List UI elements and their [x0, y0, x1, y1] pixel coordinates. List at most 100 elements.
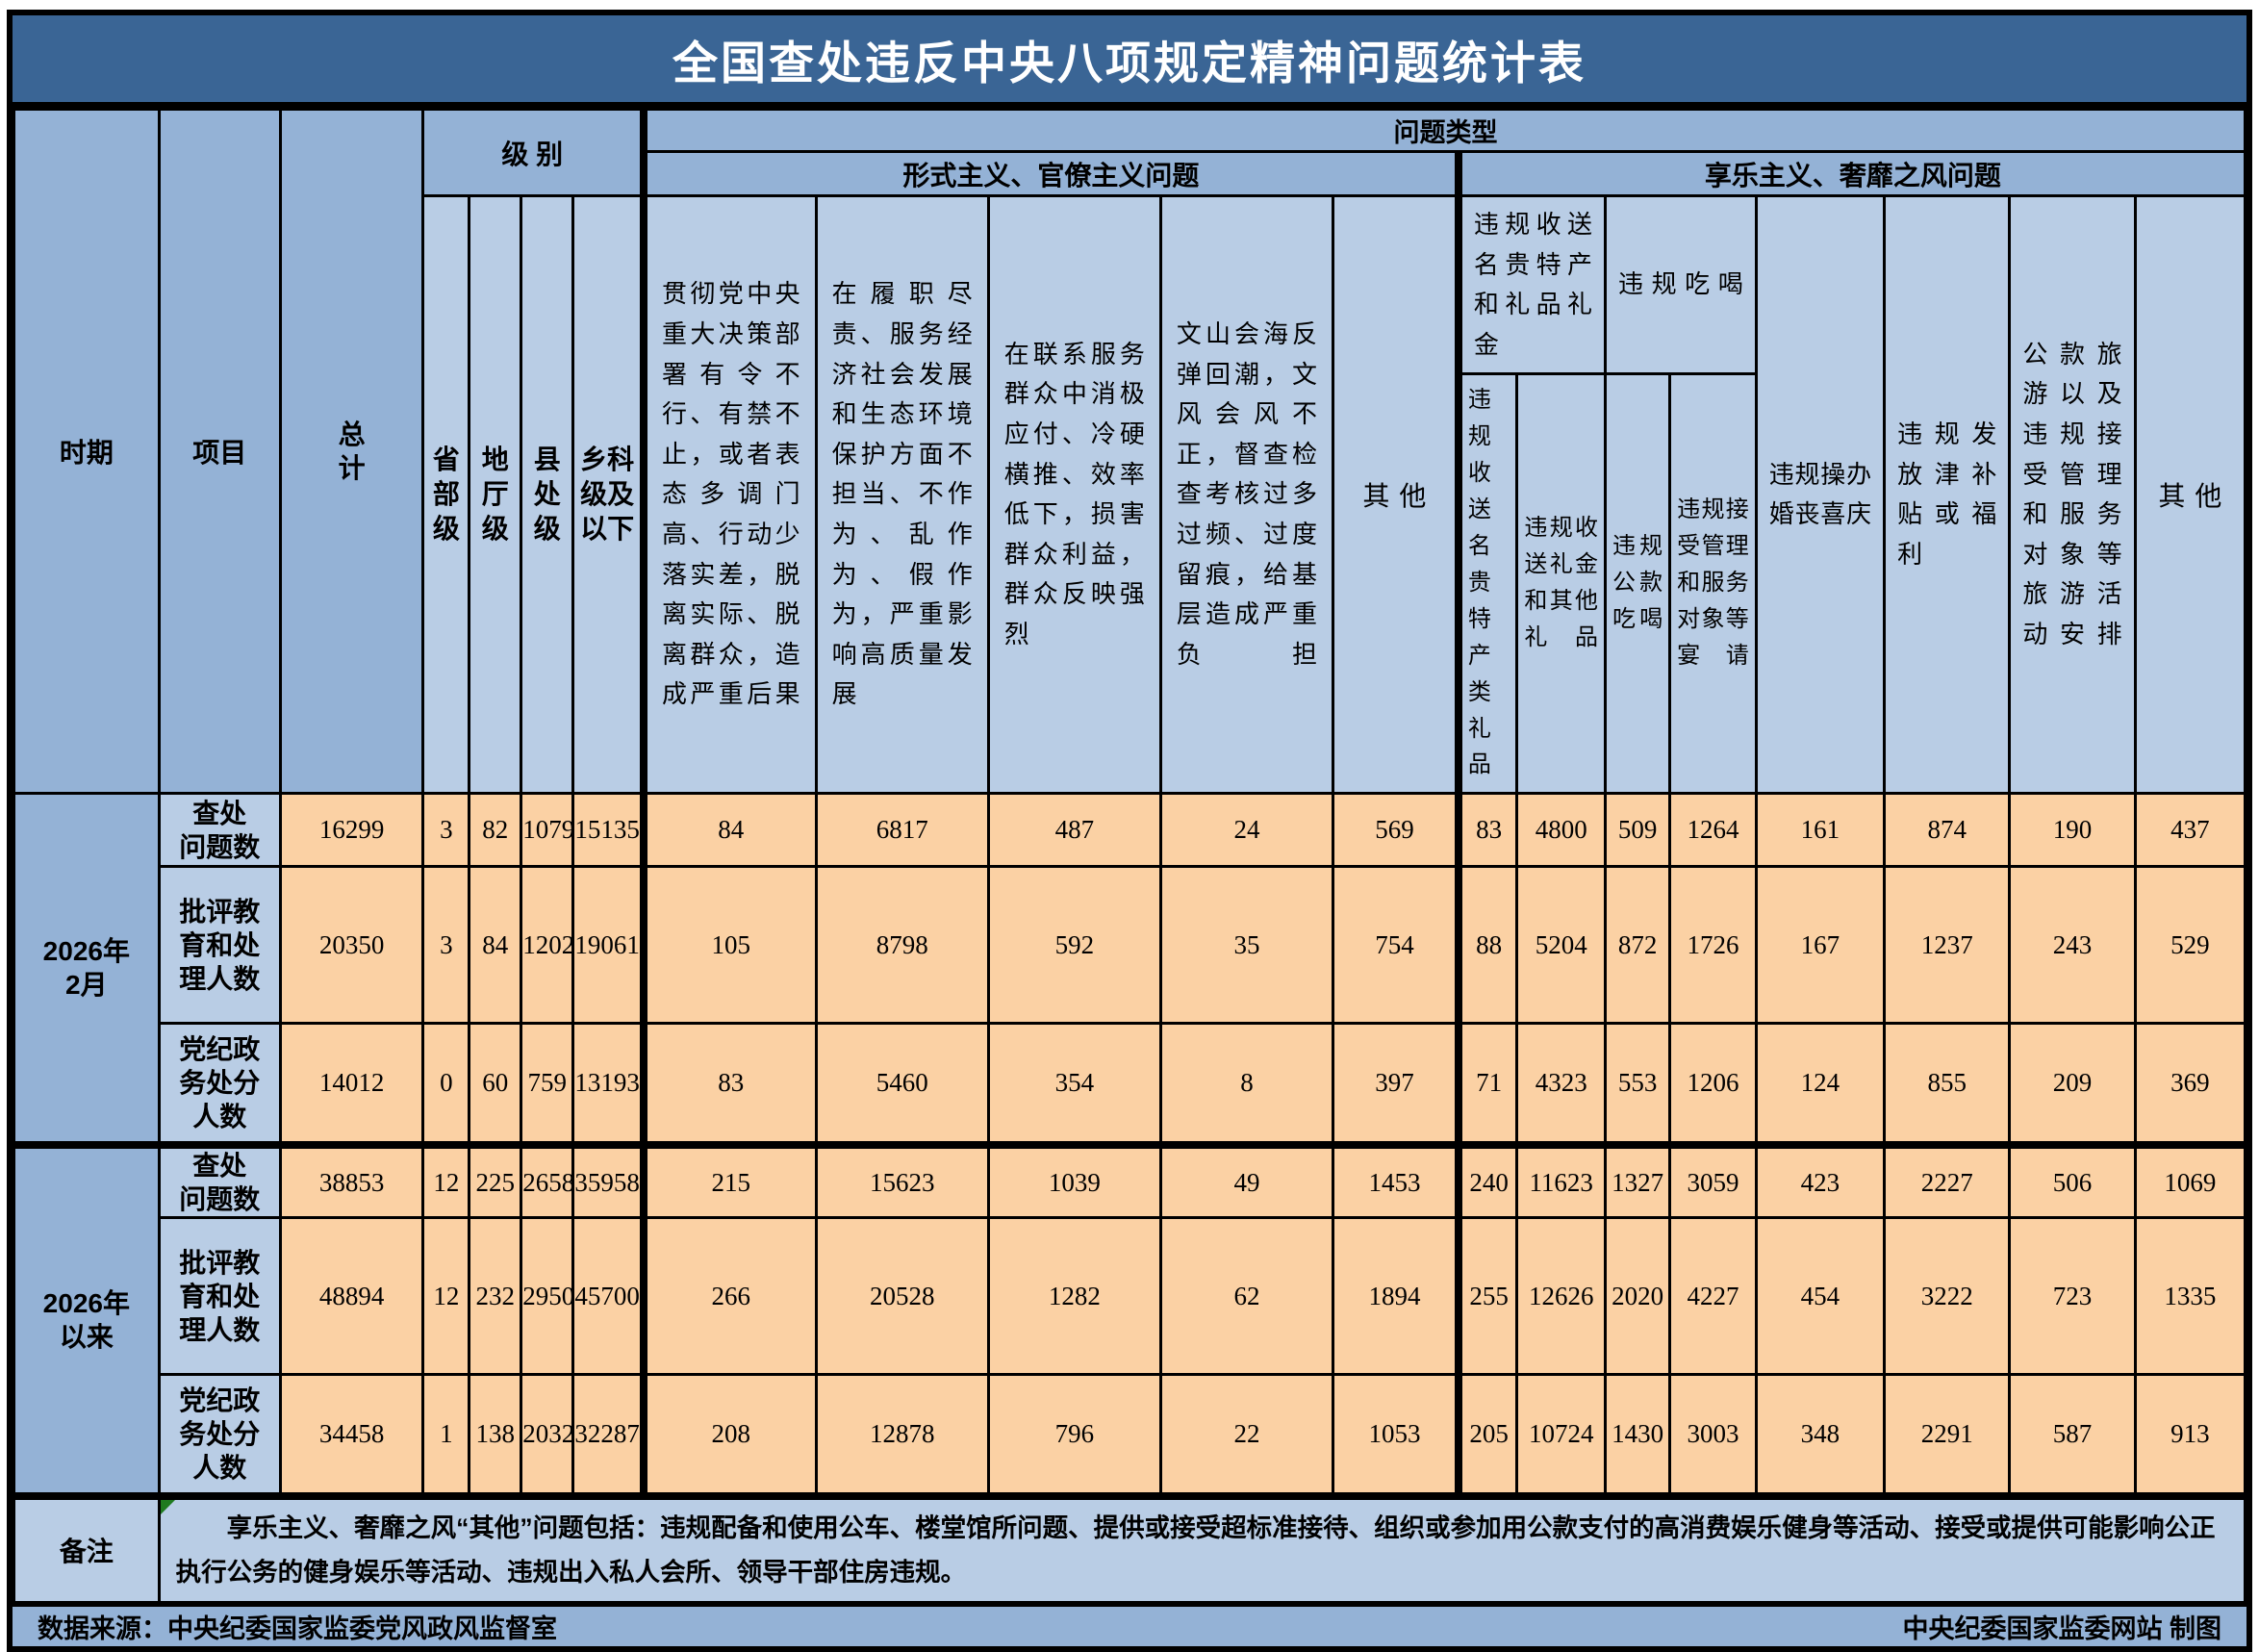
value-cell: 2658 [520, 1143, 575, 1220]
row-label: 批评教 育和处 理人数 [157, 865, 282, 1026]
remark-content: 享乐主义、奢靡之风“其他”问题包括：违规配备和使用公车、楼堂馆所问题、提供或接受… [157, 1494, 2247, 1601]
header-item: 项目 [157, 107, 282, 796]
row-label: 党纪政 务处分 人数 [157, 1373, 282, 1500]
value-cell: 454 [1754, 1216, 1887, 1377]
header-wedding-funeral: 违规操办婚丧喜庆 [1754, 193, 1887, 796]
value-cell: 1335 [2133, 1216, 2247, 1377]
value-cell: 1282 [986, 1216, 1162, 1377]
value-cell: 209 [2008, 1022, 2137, 1149]
header-formalism-col-1: 贯彻党中央重大决策部署有令不行、有禁不止，或者表态多调门高、行动少落实差，脱离实… [642, 193, 818, 796]
value-cell: 2291 [1883, 1373, 2012, 1500]
value-cell: 872 [1603, 865, 1672, 1026]
value-cell: 225 [468, 1143, 523, 1220]
remark-text: 享乐主义、奢靡之风“其他”问题包括：违规配备和使用公车、楼堂馆所问题、提供或接受… [175, 1512, 2216, 1588]
value-cell: 1430 [1603, 1373, 1672, 1500]
value-cell: 553 [1603, 1022, 1672, 1149]
value-cell: 354 [986, 1022, 1162, 1149]
value-cell: 1264 [1668, 792, 1758, 869]
value-cell: 190 [2008, 792, 2137, 869]
value-cell: 397 [1332, 1022, 1462, 1149]
row-label: 查处 问题数 [157, 1143, 282, 1220]
row-label: 党纪政 务处分 人数 [157, 1022, 282, 1149]
value-cell: 423 [1754, 1143, 1887, 1220]
value-cell: 1069 [2133, 1143, 2247, 1220]
header-total: 总 计 [278, 107, 425, 796]
value-cell: 167 [1754, 865, 1887, 1026]
value-cell: 266 [642, 1216, 818, 1377]
value-cell: 1726 [1668, 865, 1758, 1026]
value-cell: 8 [1158, 1022, 1335, 1149]
period-cell: 2026年 以来 [13, 1143, 161, 1500]
value-cell: 15623 [814, 1143, 990, 1220]
value-cell: 88 [1457, 865, 1519, 1026]
value-cell: 205 [1457, 1373, 1519, 1500]
value-cell: 1053 [1332, 1373, 1462, 1500]
value-cell: 874 [1883, 792, 2012, 869]
value-cell: 71 [1457, 1022, 1519, 1149]
header-hedonism-group: 享乐主义、奢靡之风问题 [1457, 150, 2246, 197]
value-cell: 22 [1158, 1373, 1335, 1500]
value-cell: 32287 [571, 1373, 648, 1500]
value-cell: 35958 [571, 1143, 648, 1220]
value-cell: 20350 [278, 865, 425, 1026]
value-cell: 2020 [1603, 1216, 1672, 1377]
value-cell: 34458 [278, 1373, 425, 1500]
header-level-township: 乡科级及以下 [571, 193, 648, 796]
value-cell: 2227 [1883, 1143, 2012, 1220]
value-cell: 84 [642, 792, 818, 869]
value-cell: 208 [642, 1373, 818, 1500]
value-cell: 10724 [1515, 1373, 1607, 1500]
header-level-provincial: 省部级 [421, 193, 471, 796]
header-problem-type-group: 问题类型 [642, 108, 2246, 153]
header-eat-public-funds: 违规公款吃喝 [1603, 372, 1672, 796]
value-cell: 1894 [1332, 1216, 1462, 1377]
data-source: 数据来源：中央纪委国家监委党风政风监督室 [38, 1614, 557, 1643]
value-cell: 4323 [1515, 1022, 1607, 1149]
value-cell: 48894 [278, 1216, 425, 1377]
value-cell: 509 [1603, 792, 1672, 869]
value-cell: 83 [1457, 792, 1519, 869]
header-public-funded-travel: 公款旅游以及违规接受管理和服务对象等旅游活动安排 [2008, 193, 2137, 796]
value-cell: 592 [986, 865, 1162, 1026]
value-cell: 437 [2133, 792, 2247, 869]
value-cell: 3 [421, 865, 471, 1026]
value-cell: 255 [1457, 1216, 1519, 1377]
header-level-county: 县处级 [520, 193, 575, 796]
footer-bar: 数据来源：中央纪委国家监委党风政风监督室 中央纪委国家监委网站 制图 [13, 1600, 2246, 1646]
value-cell: 913 [2133, 1373, 2247, 1500]
value-cell: 569 [1332, 792, 1462, 869]
value-cell: 487 [986, 792, 1162, 869]
value-cell: 855 [1883, 1022, 2012, 1149]
value-cell: 105 [642, 865, 818, 1026]
value-cell: 60 [468, 1022, 523, 1149]
credit: 中央纪委国家监委网站 制图 [1902, 1614, 2221, 1643]
value-cell: 4800 [1515, 792, 1607, 869]
value-cell: 3 [421, 792, 471, 869]
header-gifts-group: 违规收送名贵特产和礼品礼金 [1457, 193, 1607, 376]
value-cell: 506 [2008, 1143, 2137, 1220]
value-cell: 11623 [1515, 1143, 1607, 1220]
value-cell: 12 [421, 1216, 471, 1377]
value-cell: 3003 [1668, 1373, 1758, 1500]
value-cell: 232 [468, 1216, 523, 1377]
header-formalism-col-2: 在履职尽责、服务经济社会发展和生态环境保护方面不担当、不作为、乱作为、假作为，严… [814, 193, 990, 796]
value-cell: 19061 [571, 865, 648, 1026]
value-cell: 35 [1158, 865, 1335, 1026]
value-cell: 6817 [814, 792, 990, 869]
value-cell: 1206 [1668, 1022, 1758, 1149]
value-cell: 369 [2133, 1022, 2247, 1149]
value-cell: 124 [1754, 1022, 1887, 1149]
value-cell: 759 [520, 1022, 575, 1149]
value-cell: 12 [421, 1143, 471, 1220]
value-cell: 13193 [571, 1022, 648, 1149]
value-cell: 8798 [814, 865, 990, 1026]
header-eat-banquet: 违规接受管理和服务对象等宴请 [1668, 372, 1758, 796]
value-cell: 82 [468, 792, 523, 869]
title-bar: 全国查处违反中央八项规定精神问题统计表 [13, 15, 2246, 108]
value-cell: 12878 [814, 1373, 990, 1500]
period-cell: 2026年 2月 [13, 792, 161, 1149]
value-cell: 24 [1158, 792, 1335, 869]
value-cell: 5460 [814, 1022, 990, 1149]
value-cell: 243 [2008, 865, 2137, 1026]
value-cell: 215 [642, 1143, 818, 1220]
